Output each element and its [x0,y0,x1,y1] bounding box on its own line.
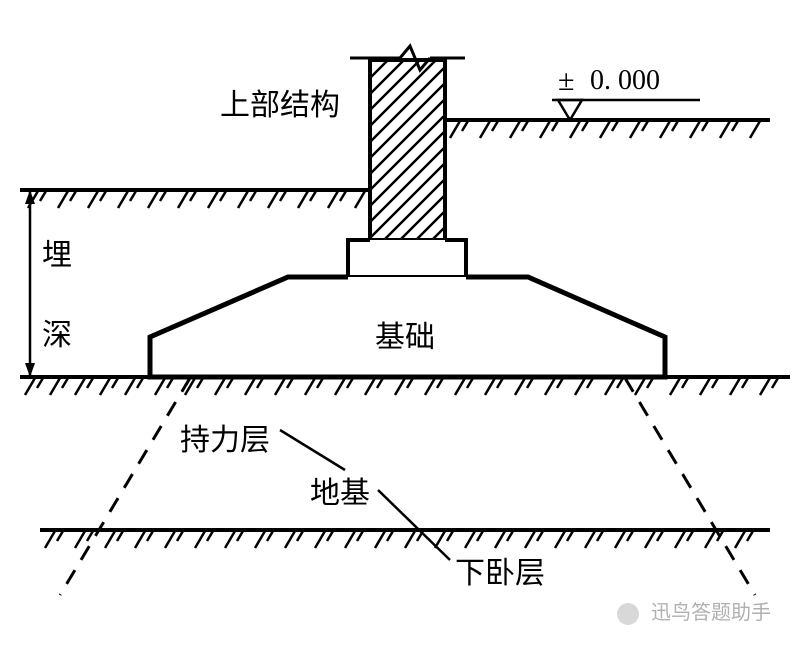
leader-subgrade [378,490,450,560]
foundation-diagram: ± 上部结构 0. 000 埋 深 基础 持力层 地基 下卧层 迅鸟答题助手 [0,0,811,647]
column-upper-structure [350,46,465,240]
soil-ticks-right [450,121,760,138]
wechat-icon [617,603,639,625]
watermark: 迅鸟答题助手 [617,596,771,625]
soil-ticks-bearing [25,378,778,395]
leader-bearing [280,430,345,470]
embedment-dimension [25,190,35,377]
svg-text:±: ± [558,64,574,97]
label-underlying-layer: 下卧层 [455,548,545,592]
stress-line-right [625,378,755,595]
pedestal [348,240,466,277]
label-upper-structure: 上部结构 [220,80,340,124]
watermark-text: 迅鸟答题助手 [651,602,771,624]
label-embed-bottom: 深 [42,310,72,354]
label-foundation: 基础 [375,312,435,356]
label-embed-top: 埋 [42,230,72,274]
label-elevation: 0. 000 [590,65,660,97]
label-bearing-layer: 持力层 [180,415,270,459]
soil-ticks-underlying [45,531,753,548]
label-subgrade: 地基 [310,468,370,512]
soil-ticks-left [28,191,365,208]
stress-line-left [60,378,190,595]
